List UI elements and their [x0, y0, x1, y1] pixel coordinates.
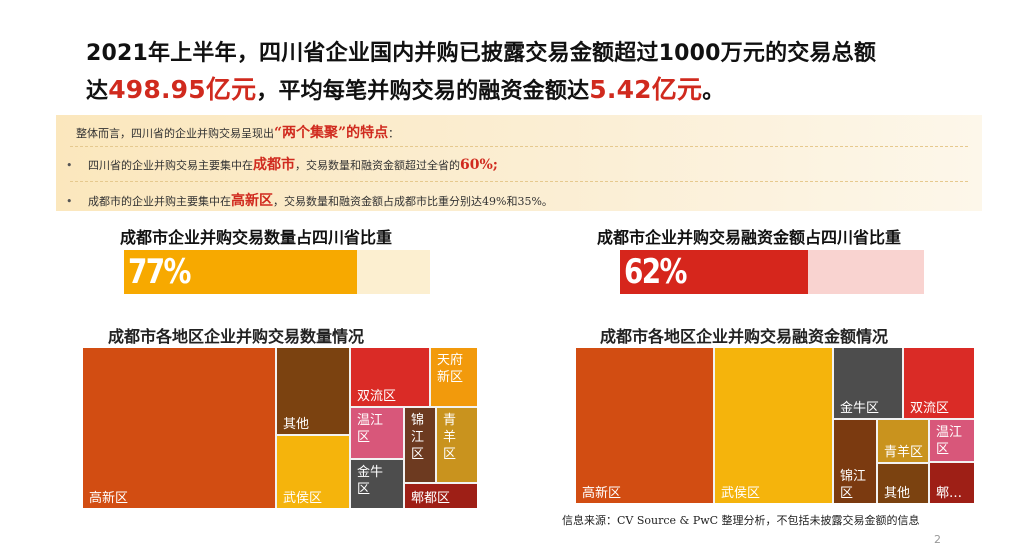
treemap-title-count: 成都市各地区企业并购交易数量情况	[108, 327, 365, 346]
treemap-cell-6	[878, 420, 928, 462]
gauge-title-amount: 成都市企业并购交易融资金额占四川省比重	[597, 228, 902, 247]
summary-bullet-2: • 成都市的企业并购主要集中在高新区，交易数量和融资金额占成都市比重分别达49%和…	[66, 190, 553, 210]
treemap-count: 高新区 其他武侯区 双流区 天府新区温江区 锦江区 青羊区金牛区郫都区	[83, 348, 477, 508]
gauge-fill	[124, 250, 357, 294]
treemap-cell-8	[930, 420, 974, 461]
summary-intro: 整体而言，四川省的企业并购交易呈现出“两个集聚”的特点：	[76, 122, 399, 142]
gauge-title-count: 成都市企业并购交易数量占四川省比重	[120, 228, 393, 247]
gauge-amount-share: 62%	[620, 250, 924, 294]
treemap-cell-7	[405, 408, 435, 482]
page-number: 2	[934, 533, 941, 546]
treemap-cell-7	[878, 464, 928, 503]
summary-intro-emphasis: “两个集聚”的特点	[274, 125, 389, 141]
treemap-cell-5	[834, 420, 876, 503]
treemap-cell-3	[277, 436, 349, 508]
treemap-cell-2	[715, 348, 832, 503]
treemap-cell-9	[930, 463, 974, 503]
headline-text-a: 达	[86, 79, 109, 104]
treemap-label-4: 双流区	[357, 389, 396, 404]
summary-bullet-1: • 四川省的企业并购交易主要集中在成都市，交易数量和融资金额超过全省的60%;	[66, 154, 498, 174]
gauge-percent-label: 77%	[128, 252, 191, 292]
treemap-label-2: 其他	[283, 417, 309, 432]
bullet-text: ，交易数量和融资金额超过全省的	[295, 159, 460, 172]
treemap-label-6: 青羊区	[884, 444, 923, 460]
treemap-label-4: 双流区	[910, 401, 949, 416]
headline-total-value: 498.95亿元	[108, 75, 257, 104]
treemap-label-1: 高新区	[89, 490, 128, 506]
summary-divider	[70, 181, 968, 182]
source-note: 信息来源：CV Source & PwC 整理分析，不包括未披露交易金额的信息	[562, 514, 920, 527]
treemap-label-8: 温江区	[936, 425, 962, 457]
treemap-label-2: 武侯区	[721, 486, 760, 501]
summary-intro-text: 整体而言，四川省的企业并购交易呈现出	[76, 127, 274, 140]
bullet-dot: •	[66, 159, 73, 172]
bullet-text: ，交易数量和融资金额占成都市比重分别达49%和35%。	[273, 195, 553, 208]
gauge-percent-label: 62%	[624, 252, 687, 292]
headline-line-1: 2021年上半年，四川省企业国内并购已披露交易金额超过1000万元的交易总额	[86, 41, 877, 66]
bullet-dot: •	[66, 195, 73, 208]
bullet-emphasis: 60%;	[460, 157, 498, 173]
summary-intro-colon: ：	[388, 127, 400, 140]
treemap-cell-9	[351, 460, 403, 508]
treemap-label-3: 金牛区	[840, 400, 879, 416]
treemap-label-7: 锦江区	[411, 413, 424, 462]
treemap-title-amount: 成都市各地区企业并购交易融资金额情况	[600, 327, 889, 346]
summary-divider	[70, 146, 968, 147]
treemap-label-1: 高新区	[582, 485, 621, 501]
treemap-cell-2	[277, 348, 349, 434]
treemap-cell-4	[351, 348, 429, 406]
headline-average-value: 5.42亿元	[589, 75, 703, 104]
treemap-cell-3	[834, 348, 902, 418]
summary-box: 整体而言，四川省的企业并购交易呈现出“两个集聚”的特点： • 四川省的企业并购交易…	[56, 115, 982, 211]
treemap-cell-10	[405, 484, 477, 508]
treemap-label-5: 天府新区	[437, 353, 463, 385]
treemap-amount: 高新区 武侯区 金牛区 双流区锦江区 青羊区其他 温江区郫…	[576, 348, 974, 503]
treemap-label-8: 青羊区	[443, 413, 456, 462]
treemap-cell-1	[576, 348, 713, 503]
treemap-cell-8	[437, 408, 477, 482]
treemap-cell-1	[83, 348, 275, 508]
treemap-cell-5	[431, 348, 477, 406]
treemap-label-9: 金牛区	[357, 464, 383, 497]
bullet-text: 成都市的企业并购主要集中在	[88, 195, 231, 208]
headline-text-c: 。	[702, 79, 725, 104]
treemap-label-7: 其他	[884, 486, 910, 501]
headline-text-b: ，平均每笔并购交易的融资金额达	[256, 79, 590, 104]
headline-line-2: 达498.95亿元，平均每笔并购交易的融资金额达5.42亿元。	[86, 72, 1006, 110]
gauge-count-share: 77%	[124, 250, 430, 294]
treemap-label-10: 郫都区	[411, 490, 450, 506]
gauge-fill	[620, 250, 808, 294]
bullet-emphasis: 成都市	[253, 157, 295, 173]
treemap-label-5: 锦江区	[840, 469, 866, 501]
treemap-cell-4	[904, 348, 974, 418]
treemap-label-3: 武侯区	[283, 491, 322, 506]
bullet-emphasis: 高新区	[231, 193, 273, 209]
bullet-text: 四川省的企业并购交易主要集中在	[88, 159, 253, 172]
headline: 2021年上半年，四川省企业国内并购已披露交易金额超过1000万元的交易总额 达…	[86, 36, 1006, 110]
treemap-cell-6	[351, 408, 403, 458]
treemap-label-9: 郫…	[936, 485, 962, 501]
treemap-label-6: 温江区	[357, 413, 383, 445]
